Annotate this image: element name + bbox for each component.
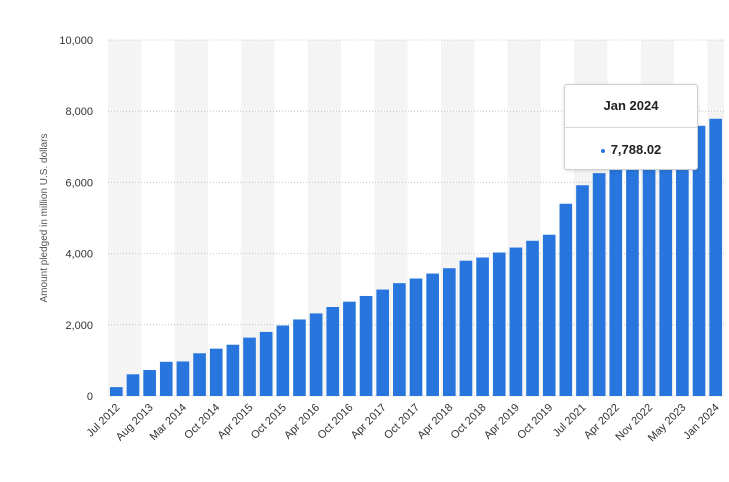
bar[interactable]	[542, 234, 556, 396]
series-dot-icon	[600, 148, 605, 153]
bar[interactable]	[659, 141, 673, 396]
bar[interactable]	[442, 268, 456, 396]
bars	[109, 118, 723, 397]
bar[interactable]	[276, 325, 290, 396]
x-tick-label: Oct 2016	[315, 402, 355, 442]
bar[interactable]	[176, 361, 190, 396]
y-tick-label: 10,000	[59, 35, 93, 47]
x-tick-label: Oct 2018	[449, 402, 489, 442]
bar[interactable]	[492, 252, 506, 396]
bar[interactable]	[476, 257, 489, 396]
bar[interactable]	[609, 166, 623, 396]
y-tick-label: 4,000	[65, 249, 93, 261]
x-tick-label: Apr 2019	[482, 402, 522, 442]
tooltip-title: Jan 2024	[565, 85, 697, 128]
y-tick-label: 6,000	[65, 177, 93, 189]
x-tick-label: Jan 2024	[681, 402, 721, 442]
y-tick-label: 8,000	[65, 106, 93, 118]
bar[interactable]	[143, 370, 156, 396]
tooltip-value: 7,788.02	[610, 142, 662, 157]
bar[interactable]	[559, 203, 573, 396]
bar[interactable]	[626, 156, 639, 396]
background-band	[174, 40, 208, 396]
bar[interactable]	[526, 240, 539, 396]
bar[interactable]	[409, 278, 423, 396]
bar[interactable]	[393, 283, 406, 396]
bar[interactable]	[309, 313, 323, 396]
bar[interactable]	[243, 337, 256, 396]
bar[interactable]	[642, 150, 656, 396]
bar[interactable]	[209, 348, 223, 396]
bar[interactable]	[343, 301, 356, 396]
x-tick-label: Apr 2017	[349, 402, 389, 442]
bar[interactable]	[509, 247, 523, 396]
y-tick-label: 2,000	[65, 320, 93, 332]
y-axis-ticks: 0 2,000 4,000 6,000 8,000 10,000	[59, 35, 93, 403]
bar[interactable]	[426, 273, 439, 396]
bar[interactable]	[193, 353, 206, 396]
bar[interactable]	[159, 361, 173, 396]
bar[interactable]	[592, 173, 606, 396]
bar[interactable]	[576, 185, 589, 396]
x-tick-label: Apr 2018	[415, 402, 455, 442]
bar[interactable]	[692, 125, 706, 397]
background-band	[108, 40, 142, 396]
x-tick-label: Apr 2016	[282, 402, 322, 442]
x-tick-label: Oct 2017	[382, 402, 422, 442]
bar[interactable]	[676, 133, 689, 396]
bar[interactable]	[126, 374, 140, 396]
x-tick-label: Oct 2014	[182, 402, 222, 442]
bar[interactable]	[459, 260, 473, 396]
bar[interactable]	[226, 344, 240, 396]
tooltip-value-row: 7,788.02	[565, 128, 697, 171]
bar[interactable]	[326, 307, 340, 396]
y-axis-title: Amount pledged in million U.S. dollars	[39, 134, 50, 303]
x-tick-label: Oct 2015	[249, 402, 289, 442]
bar[interactable]	[376, 289, 390, 396]
bar[interactable]	[259, 331, 273, 396]
x-tick-label: Oct 2019	[515, 402, 555, 442]
bar[interactable]	[359, 295, 373, 396]
y-tick-label: 0	[87, 391, 93, 403]
bar[interactable]	[109, 387, 123, 396]
bar[interactable]	[293, 319, 306, 396]
x-tick-label: Mar 2014	[148, 402, 189, 443]
x-tick-label: Apr 2015	[216, 402, 256, 442]
tooltip: Jan 2024 7,788.02	[564, 84, 698, 170]
bar[interactable]	[709, 118, 723, 396]
